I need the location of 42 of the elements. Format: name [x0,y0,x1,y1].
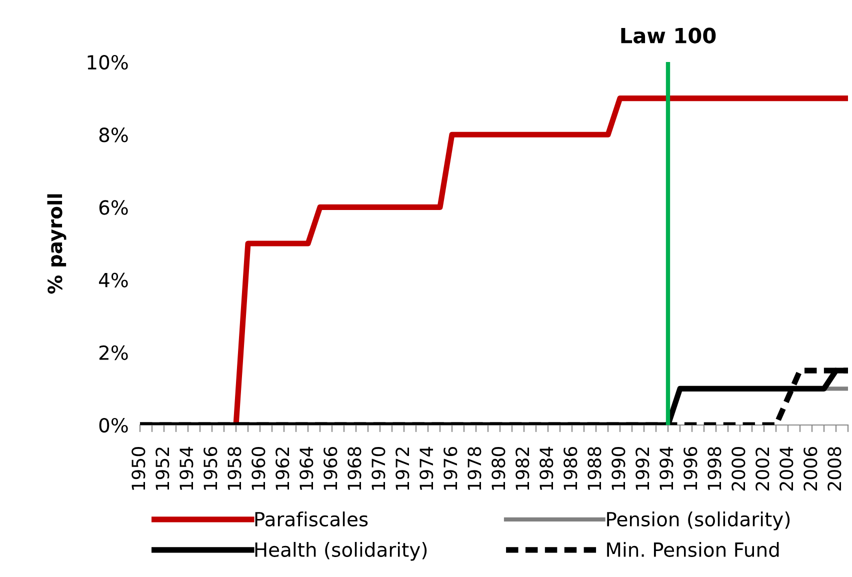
x-tick-label: 1974 [420,446,434,490]
legend-label: Pension (solidarity) [607,511,790,530]
x-tick-label: 1952 [156,448,170,490]
legend-label: Health (solidarity) [255,542,427,561]
legend-label: Min. Pension Fund [607,542,779,558]
x-tick-label: 1980 [492,447,506,490]
x-tick-label: 1950 [132,447,146,490]
x-tick-label: 1990 [612,447,626,490]
x-tick-label: 1960 [252,447,266,490]
x-tick-label: 2000 [732,447,746,490]
x-tick-label: 1968 [348,447,362,490]
x-tick-label: 1966 [324,446,338,490]
y-tick-label: 0% [99,418,128,433]
x-tick-label: 1988 [588,447,602,490]
x-tick-label: 1984 [540,446,554,490]
x-tick-label: 1956 [204,446,218,490]
x-tick-label: 1962 [276,448,290,490]
y-axis-title: % payroll [47,194,66,294]
y-tick-label: 8% [99,128,128,142]
x-tick-label: 1996 [684,446,698,490]
x-tick-label: 1970 [372,447,386,490]
x-tick-label: 1954 [180,446,194,490]
x-tick-label: 1986 [564,446,578,490]
ref-line-label: Law 100 [621,28,716,44]
x-tick-label: 1982 [516,448,530,490]
y-tick-label: 6% [99,200,128,215]
x-tick-label: 2002 [756,448,770,490]
x-tick-label: 1972 [396,448,410,490]
x-tick-label: 1958 [228,447,242,490]
y-tick-label: 10% [88,54,128,70]
x-tick-label: 2006 [804,446,818,490]
x-tick-label: 2004 [780,446,794,490]
x-tick-label: 1978 [468,447,482,490]
x-tick-label: 1998 [708,447,722,490]
legend-label: Parafiscales [255,511,368,527]
x-tick-label: 1992 [636,448,650,490]
x-tick-label: 1976 [444,446,458,490]
x-tick-label: 1964 [300,446,314,490]
y-tick-label: 2% [99,345,128,360]
y-tick-label: 4% [98,272,128,288]
x-tick-label: 2008 [828,447,842,490]
x-tick-label: 1994 [660,446,674,490]
